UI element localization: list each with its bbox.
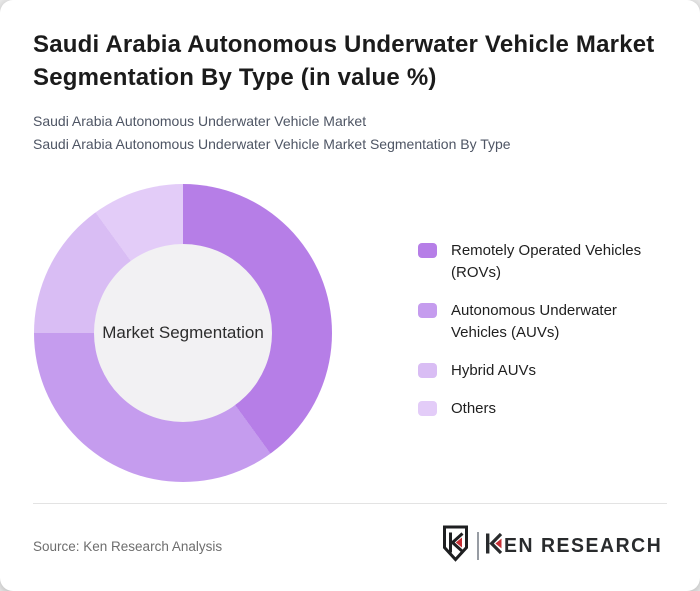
legend-item: Autonomous Underwater Vehicles (AUVs) <box>418 300 680 344</box>
chart-title: Saudi Arabia Autonomous Underwater Vehic… <box>33 31 655 91</box>
ken-research-shield-icon <box>442 525 469 567</box>
legend-item: Hybrid AUVs <box>418 360 680 382</box>
brand-wordmark: EN RESEARCH <box>485 532 667 559</box>
brand-text: EN RESEARCH <box>503 534 663 557</box>
brand-k-icon <box>485 532 503 559</box>
donut-chart: Market Segmentation <box>34 184 332 482</box>
legend-item: Remotely Operated Vehicles (ROVs) <box>418 240 680 284</box>
legend-swatch <box>418 303 437 318</box>
chart-subtitle: Saudi Arabia Autonomous Underwater Vehic… <box>33 110 683 156</box>
legend-label: Hybrid AUVs <box>451 362 537 379</box>
footer: Source: Ken Research Analysis <box>33 524 667 568</box>
source-text: Source: Ken Research Analysis <box>33 538 223 554</box>
subtitle-line-1: Saudi Arabia Autonomous Underwater Vehic… <box>33 113 367 129</box>
logo-divider <box>476 532 479 560</box>
legend-label: Autonomous Underwater Vehicles (AUVs) <box>451 302 617 341</box>
chart-legend: Remotely Operated Vehicles (ROVs) Autonom… <box>418 240 680 436</box>
ken-research-logo: EN RESEARCH <box>442 525 667 567</box>
donut-center-label: Market Segmentation <box>102 323 264 342</box>
footer-divider <box>33 503 667 504</box>
legend-label: Remotely Operated Vehicles (ROVs) <box>451 242 642 281</box>
legend-swatch <box>418 243 437 258</box>
legend-swatch <box>418 363 437 378</box>
legend-label: Others <box>451 400 497 417</box>
donut-hole: Market Segmentation <box>94 244 272 422</box>
subtitle-line-2: Saudi Arabia Autonomous Underwater Vehic… <box>33 136 511 152</box>
legend-swatch <box>418 401 437 416</box>
legend-item: Others <box>418 398 680 420</box>
